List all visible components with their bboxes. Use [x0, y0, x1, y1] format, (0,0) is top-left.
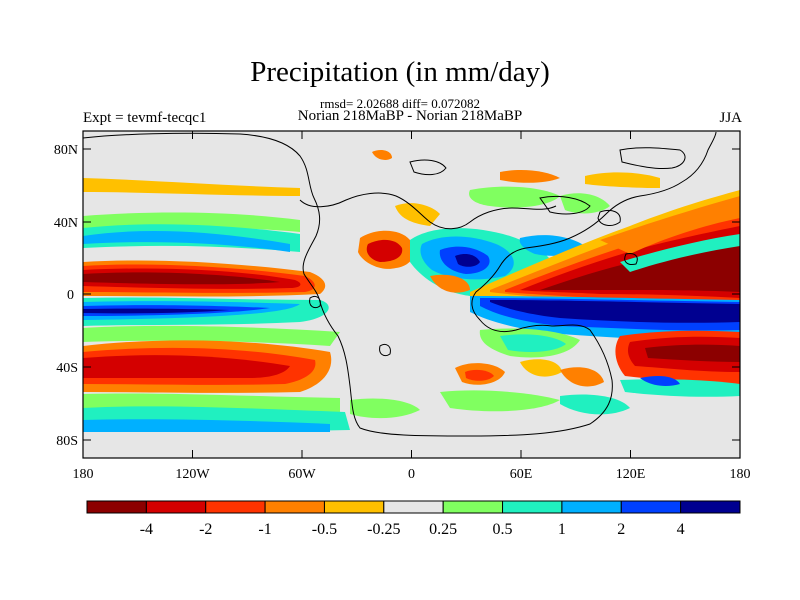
shade-region	[440, 390, 560, 412]
colorbar-swatch	[680, 500, 741, 514]
shade-region	[640, 376, 680, 386]
colorbar-label: 0.25	[429, 521, 457, 538]
shade-region	[560, 394, 630, 415]
coastline-path	[619, 147, 686, 169]
coastline	[82, 131, 717, 437]
coastline-path	[379, 343, 391, 357]
colorbar-swatch	[502, 500, 563, 514]
shade-region	[372, 150, 392, 160]
colorbar-swatch	[86, 500, 147, 514]
precip-field	[83, 131, 740, 458]
experiment-label: Expt = tevmf-tecqc1	[83, 110, 207, 126]
lat-tick-label: 40N	[54, 216, 78, 231]
shade-region	[500, 334, 566, 352]
shade-region	[83, 230, 290, 252]
shade-region	[620, 234, 740, 272]
shade-region	[560, 367, 604, 387]
coastline-path	[624, 253, 638, 265]
colorbar-label: -0.5	[312, 521, 337, 538]
colorbar-swatch	[145, 500, 207, 514]
shade-region	[366, 239, 403, 262]
lon-tick-label: 180	[73, 467, 94, 482]
colorbar	[86, 500, 741, 514]
shade-region	[395, 203, 440, 226]
colorbar-label: 0.5	[493, 521, 513, 538]
colorbar-swatch	[561, 500, 622, 514]
subtitle-label: Norian 218MaBP - Norian 218MaBP	[297, 108, 523, 124]
shade-region	[620, 379, 740, 397]
lon-tick-label: 180	[730, 467, 751, 482]
colorbar-swatch	[205, 500, 266, 514]
shade-region	[585, 172, 660, 188]
colorbar-label: -0.25	[367, 521, 400, 538]
shade-region	[83, 419, 330, 432]
shade-region	[83, 178, 300, 196]
shade-region	[83, 272, 280, 285]
colorbar-swatch	[620, 500, 682, 514]
lat-tick-label: 40S	[56, 361, 78, 376]
lon-tick-label: 120W	[175, 467, 210, 482]
shade-region	[83, 355, 290, 378]
lon-tick-label: 60E	[510, 467, 533, 482]
lon-tick-label: 60W	[288, 467, 316, 482]
shade-region	[83, 308, 230, 314]
lat-tick-label: 0	[67, 288, 74, 303]
colorbar-label: 1	[558, 521, 566, 538]
lat-tick-label: 80N	[54, 143, 78, 158]
lon-tick-label: 0	[408, 467, 415, 482]
colorbar-label: 4	[677, 521, 685, 538]
shade-region	[500, 170, 560, 183]
shade-region	[469, 186, 560, 208]
shade-region	[645, 344, 740, 362]
coastline-path	[82, 131, 717, 437]
coastline-path	[299, 192, 557, 230]
lat-ticks	[83, 148, 740, 441]
coastline-path	[409, 159, 447, 176]
stats-label: rmsd= 2.02688 diff= 0.072082	[320, 96, 480, 111]
colorbar-label: -4	[140, 521, 153, 538]
shade-region	[600, 196, 740, 254]
colorbar-labels: -4 -2 -1 -0.5 -0.25 0.25 0.5 1 2 4	[140, 521, 685, 538]
shade-region	[350, 398, 420, 419]
shade-region	[490, 300, 740, 323]
colorbar-label: -2	[199, 521, 212, 538]
season-label: JJA	[719, 110, 742, 126]
lon-ticks	[192, 131, 631, 458]
shade-region	[83, 325, 340, 346]
colorbar-swatch	[264, 500, 325, 514]
shade-region	[430, 274, 470, 293]
shade-region	[455, 254, 480, 267]
lat-tick-label: 80S	[56, 434, 78, 449]
colorbar-swatch	[442, 500, 504, 514]
coastline-path	[539, 195, 591, 215]
shade-region	[465, 369, 494, 381]
coastline-path	[597, 209, 621, 226]
lon-tick-label: 120E	[616, 467, 646, 482]
colorbar-swatch	[323, 500, 385, 514]
coastline-path	[309, 295, 321, 309]
shade-region	[520, 359, 562, 377]
colorbar-label: 2	[617, 521, 625, 538]
figure-title: Precipitation (in mm/day)	[250, 56, 550, 88]
colorbar-swatch	[383, 500, 444, 514]
colorbar-label: -1	[258, 521, 271, 538]
